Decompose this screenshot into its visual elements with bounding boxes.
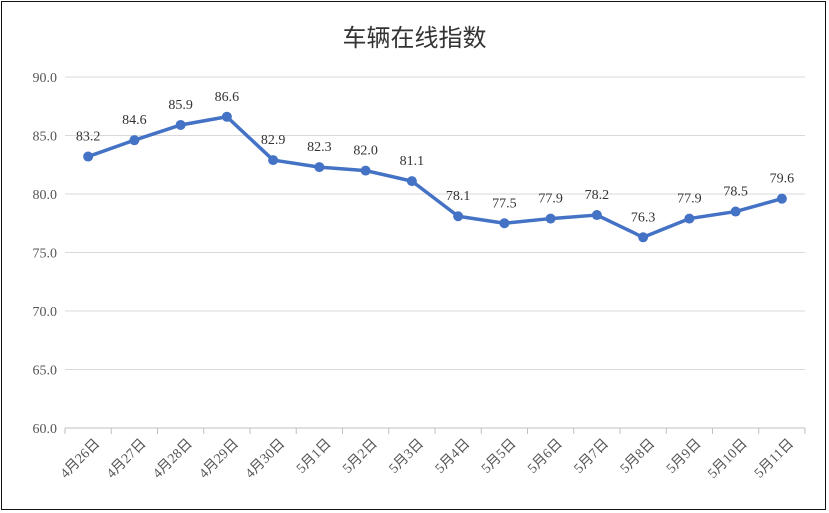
x-tick-label: 5月11日: [751, 436, 797, 482]
x-tick-label: 5月4日: [432, 436, 473, 477]
x-tick-label: 5月5日: [478, 436, 519, 477]
x-tick-label: 4月29日: [196, 436, 242, 482]
data-label: 85.9: [168, 98, 193, 113]
data-point: [129, 135, 140, 146]
x-tick-label: 5月6日: [525, 436, 566, 477]
data-label: 77.9: [538, 192, 563, 207]
data-labels: 83.2 84.6 85.9 86.6 82.9 82.3 82.0 81.1 78.1 77.5…: [76, 90, 794, 226]
x-tick-label: 5月1日: [293, 436, 334, 477]
data-label: 78.2: [585, 188, 610, 203]
x-tick-label: 5月9日: [663, 436, 704, 477]
data-point: [453, 211, 464, 222]
data-label: 78.1: [446, 189, 471, 204]
series-line: [86, 115, 784, 240]
data-label: 77.9: [677, 192, 702, 207]
data-point: [591, 210, 602, 221]
data-point: [730, 206, 741, 217]
data-point: [684, 213, 695, 224]
x-tick-label: 4月27日: [103, 436, 149, 482]
data-points: [83, 111, 787, 243]
data-label: 82.0: [353, 144, 378, 159]
x-tick-label: 5月2日: [340, 436, 381, 477]
data-label: 78.5: [723, 185, 748, 200]
data-label: 84.6: [122, 113, 147, 128]
data-point: [360, 165, 371, 176]
data-point: [545, 213, 556, 224]
x-tick-label: 5月8日: [617, 436, 658, 477]
data-label: 83.2: [76, 130, 101, 145]
data-label: 86.6: [215, 90, 240, 105]
grid-lines: [65, 76, 805, 429]
data-point: [83, 151, 94, 162]
x-tick-label: 4月28日: [150, 436, 196, 482]
data-point: [638, 232, 649, 243]
data-point: [221, 111, 232, 122]
y-tick-label: 60.0: [33, 422, 58, 437]
series-line-path: [86, 115, 784, 240]
data-label: 76.3: [631, 210, 656, 225]
x-tick-label: 5月3日: [386, 436, 427, 477]
data-point: [499, 218, 510, 229]
data-label: 81.1: [400, 154, 425, 169]
y-tick-label: 65.0: [33, 364, 58, 379]
data-label: 79.6: [770, 172, 795, 187]
chart-title: 车辆在线指数: [342, 24, 487, 52]
x-tick-label: 4月26日: [57, 436, 103, 482]
y-tick-label: 90.0: [33, 71, 58, 86]
data-label: 82.3: [307, 140, 332, 155]
y-tick-label: 75.0: [33, 247, 58, 262]
y-axis-ticks: 60.0 65.0 70.0 75.0 80.0 85.0 90.0: [33, 71, 58, 437]
data-point: [268, 155, 279, 166]
data-point: [406, 176, 417, 187]
x-tick-label: 5月7日: [571, 436, 612, 477]
data-point: [175, 119, 186, 130]
data-point: [314, 162, 325, 173]
x-tick-label: 5月10日: [705, 436, 751, 482]
y-tick-label: 85.0: [33, 130, 58, 145]
data-label: 77.5: [492, 196, 517, 211]
y-tick-label: 70.0: [33, 305, 58, 320]
y-tick-label: 80.0: [33, 188, 58, 203]
x-axis: 4月26日 4月27日 4月28日 4月29日 4月30日 5月1日 5月2日 5月3日 5月4…: [57, 428, 806, 482]
data-label: 82.9: [261, 133, 286, 148]
data-point: [776, 193, 787, 204]
x-tick-label: 4月30日: [242, 436, 288, 482]
